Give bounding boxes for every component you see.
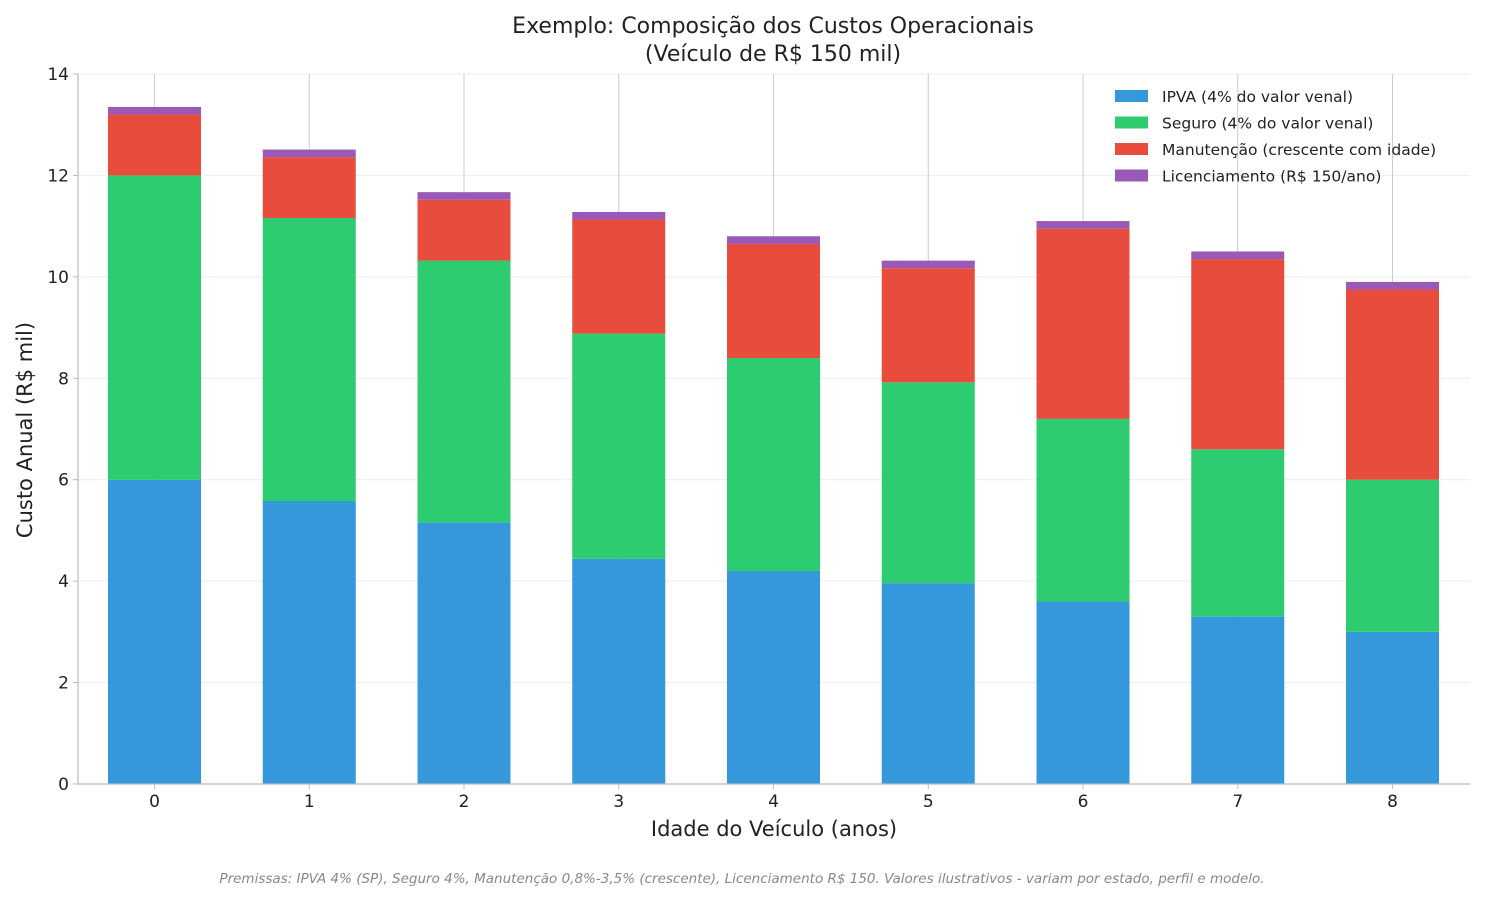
bar-2-1	[262, 157, 356, 219]
bar-1-4	[727, 358, 820, 571]
y-axis-label: Custo Anual (R$ mil)	[13, 322, 37, 538]
bar-1-0	[108, 175, 201, 480]
x-tick-label-6: 6	[1078, 792, 1089, 812]
bar-2-7	[1191, 259, 1285, 450]
bar-3-1	[262, 149, 356, 158]
y-tick-label-6: 12	[47, 166, 69, 186]
bar-0-3	[572, 558, 666, 784]
bar-3-2	[417, 192, 511, 200]
x-tick-label-0: 0	[149, 792, 160, 812]
bar-1-3	[572, 333, 666, 559]
bar-3-4	[727, 236, 820, 244]
bar-3-7	[1191, 251, 1285, 260]
x-tick-label-4: 4	[768, 792, 779, 812]
bar-2-0	[108, 114, 201, 176]
legend-swatch-2	[1115, 143, 1148, 155]
footnote: Premissas: IPVA 4% (SP), Seguro 4%, Manu…	[219, 871, 1264, 887]
bar-3-6	[1036, 221, 1130, 229]
bar-0-0	[108, 479, 201, 784]
bar-2-5	[881, 268, 975, 383]
bars	[108, 106, 1439, 784]
y-tick-label-4: 8	[58, 369, 69, 389]
y-tick-label-2: 4	[58, 572, 69, 592]
bar-1-5	[881, 382, 975, 584]
x-tick-label-1: 1	[304, 792, 315, 812]
bar-1-2	[417, 260, 511, 523]
y-tick-label-5: 10	[47, 268, 69, 288]
x-tick-label-8: 8	[1387, 792, 1398, 812]
y-tick-label-1: 2	[58, 674, 69, 694]
bar-0-5	[881, 583, 975, 784]
bar-0-4	[727, 571, 820, 784]
chart-title-line1: Exemplo: Composição dos Custos Operacion…	[512, 14, 1034, 39]
legend-swatch-3	[1115, 169, 1148, 182]
bar-0-2	[417, 522, 511, 784]
x-tick-label-5: 5	[923, 792, 934, 812]
x-tick-label-2: 2	[459, 792, 470, 812]
chart-title-line2: (Veículo de R$ 150 mil)	[645, 42, 901, 67]
x-tick-label-3: 3	[613, 792, 624, 812]
bar-3-3	[572, 211, 666, 220]
bar-3-0	[108, 106, 201, 115]
bar-1-7	[1191, 449, 1285, 617]
legend-label-3: Licenciamento (R$ 150/ano)	[1162, 168, 1381, 186]
bar-1-8	[1346, 479, 1439, 632]
bar-2-3	[572, 219, 666, 334]
y-ticks: 0 2 4 6 8 10 12 14	[47, 65, 78, 795]
bar-3-5	[881, 260, 975, 269]
legend-swatch-0	[1115, 90, 1148, 102]
bar-1-6	[1036, 418, 1130, 602]
bar-2-8	[1346, 289, 1439, 480]
bar-0-7	[1191, 616, 1285, 784]
x-tick-label-7: 7	[1232, 792, 1243, 812]
y-tick-label-3: 6	[58, 471, 69, 491]
bar-2-4	[727, 243, 820, 358]
legend-label-1: Seguro (4% do valor venal)	[1162, 115, 1373, 133]
bar-3-8	[1346, 281, 1439, 290]
bar-2-2	[417, 199, 511, 261]
bar-1-1	[262, 218, 356, 502]
bar-0-1	[262, 501, 356, 784]
x-ticks: 0 1 2 3 4 5 6 7 8	[149, 784, 1398, 812]
legend-label-2: Manutenção (crescente com idade)	[1162, 141, 1436, 159]
y-tick-label-0: 0	[58, 775, 69, 795]
y-tick-label-7: 14	[47, 65, 69, 85]
bar-0-6	[1036, 601, 1130, 784]
x-axis-label: Idade do Veículo (anos)	[651, 817, 897, 841]
bar-0-8	[1346, 631, 1439, 784]
bar-2-6	[1036, 228, 1130, 419]
legend-label-0: IPVA (4% do valor venal)	[1162, 88, 1353, 106]
legend-swatch-1	[1115, 116, 1148, 129]
legend: IPVA (4% do valor venal) Seguro (4% do va…	[1115, 88, 1436, 186]
